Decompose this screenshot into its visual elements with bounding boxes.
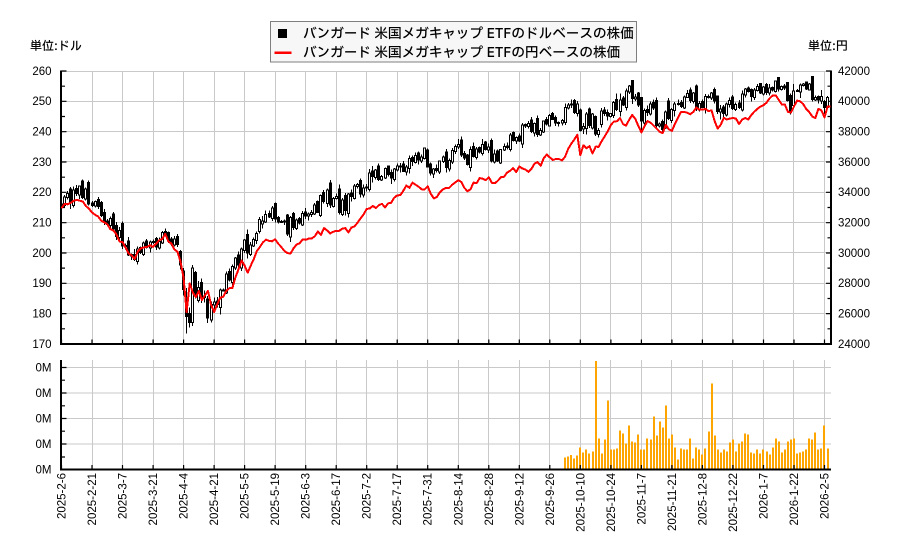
svg-text:2025-12-8: 2025-12-8: [697, 473, 709, 525]
svg-text:2025-4-4: 2025-4-4: [179, 472, 191, 519]
svg-text:0M: 0M: [36, 388, 52, 400]
svg-text:2025-8-14: 2025-8-14: [453, 472, 465, 525]
svg-text:40000: 40000: [838, 96, 870, 108]
svg-text:2026-1-7: 2026-1-7: [759, 473, 771, 519]
svg-text:180: 180: [32, 309, 51, 321]
svg-text:170: 170: [32, 339, 51, 351]
svg-text:2025-7-31: 2025-7-31: [423, 473, 435, 525]
svg-text:2025-2-6: 2025-2-6: [57, 473, 69, 519]
svg-text:2025-9-12: 2025-9-12: [514, 473, 526, 525]
svg-text:38000: 38000: [838, 127, 870, 139]
svg-text:240: 240: [32, 127, 51, 139]
svg-text:2025-6-3: 2025-6-3: [301, 473, 313, 519]
svg-text:34000: 34000: [838, 187, 870, 199]
svg-text:2025-8-28: 2025-8-28: [484, 473, 496, 525]
svg-text:2025-2-21: 2025-2-21: [87, 473, 99, 525]
svg-text:2025-11-7: 2025-11-7: [636, 473, 648, 525]
svg-text:2025-5-19: 2025-5-19: [270, 473, 282, 525]
svg-text:2025-10-10: 2025-10-10: [575, 473, 587, 532]
svg-text:260: 260: [32, 66, 51, 78]
svg-text:0M: 0M: [36, 464, 52, 476]
svg-text:0M: 0M: [36, 362, 52, 374]
svg-text:210: 210: [32, 218, 51, 230]
svg-text:220: 220: [32, 187, 51, 199]
svg-text:190: 190: [32, 278, 51, 290]
svg-text:0M: 0M: [36, 439, 52, 451]
svg-text:28000: 28000: [838, 278, 870, 290]
svg-text:2026-1-22: 2026-1-22: [789, 473, 801, 525]
svg-text:30000: 30000: [838, 248, 870, 260]
svg-text:24000: 24000: [838, 339, 870, 351]
svg-text:2026-2-5: 2026-2-5: [820, 473, 832, 519]
svg-text:250: 250: [32, 96, 51, 108]
svg-text:2025-6-17: 2025-6-17: [331, 473, 343, 525]
svg-text:2025-7-2: 2025-7-2: [362, 473, 374, 519]
svg-text:26000: 26000: [838, 309, 870, 321]
svg-text:36000: 36000: [838, 157, 870, 169]
svg-text:2025-3-21: 2025-3-21: [148, 473, 160, 525]
svg-text:230: 230: [32, 157, 51, 169]
svg-text:200: 200: [32, 248, 51, 260]
svg-text:2025-9-26: 2025-9-26: [545, 473, 557, 525]
svg-text:2025-12-22: 2025-12-22: [728, 473, 740, 532]
svg-text:2025-11-21: 2025-11-21: [667, 473, 679, 531]
svg-text:2025-4-21: 2025-4-21: [209, 473, 221, 525]
svg-text:2025-3-7: 2025-3-7: [118, 473, 130, 519]
svg-text:2025-7-17: 2025-7-17: [392, 473, 404, 525]
svg-text:2025-5-5: 2025-5-5: [240, 473, 252, 519]
svg-text:2025-10-24: 2025-10-24: [606, 472, 618, 531]
svg-text:0M: 0M: [36, 413, 52, 425]
svg-text:42000: 42000: [838, 66, 870, 78]
svg-text:32000: 32000: [838, 218, 870, 230]
